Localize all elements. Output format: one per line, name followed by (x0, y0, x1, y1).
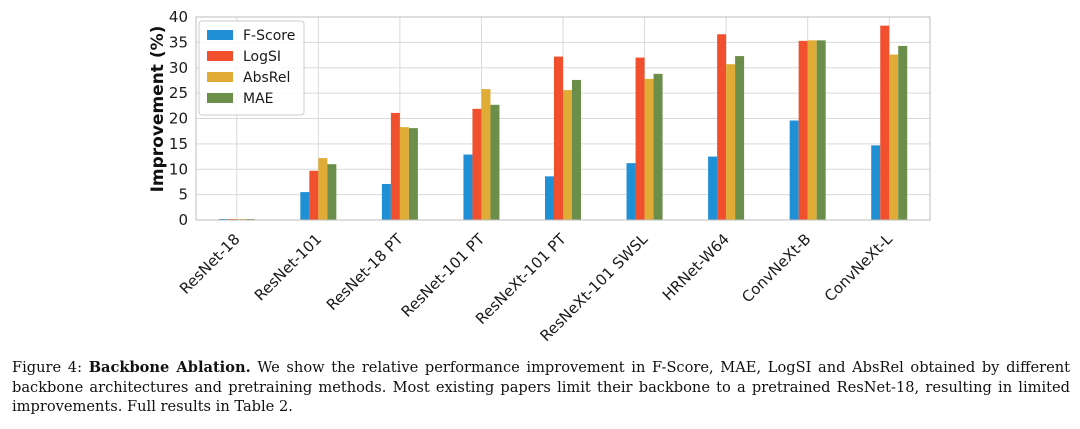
bar-absrel-1 (318, 158, 328, 220)
bar-f-score-0 (218, 218, 228, 220)
bar-mae-5 (653, 73, 663, 220)
bar-absrel-4 (563, 90, 572, 220)
bar-absrel-8 (889, 54, 899, 221)
legend-label-mae: MAE (243, 91, 274, 107)
bar-logsi-1 (309, 170, 319, 220)
x-tick-label: ResNet-18 (176, 230, 244, 298)
bar-mae-3 (490, 104, 500, 220)
bar-mae-0 (245, 218, 255, 220)
bar-mae-6 (735, 56, 745, 220)
y-tick-label: 35 (169, 33, 188, 51)
x-tick-label: ResNet-18 PT (323, 230, 407, 314)
caption-prefix: Figure 4: (12, 359, 89, 376)
bar-logsi-8 (880, 25, 890, 220)
bar-f-score-6 (708, 156, 718, 220)
caption-text: We show the relative performance improve… (12, 359, 1070, 415)
plot-frame (195, 16, 931, 221)
bar-logsi-5 (635, 57, 645, 220)
bar-f-score-4 (545, 176, 554, 220)
bar-logsi-3 (472, 108, 482, 220)
y-tick-label: 5 (178, 186, 188, 204)
figure-caption: Figure 4: Backbone Ablation. We show the… (12, 358, 1070, 417)
bar-absrel-3 (481, 89, 491, 220)
x-tick-label: HRNet-W64 (659, 230, 733, 304)
legend: F-Score LogSI AbsRel MAE (198, 20, 305, 116)
bar-f-score-8 (871, 145, 881, 220)
legend-label-absrel: AbsRel (243, 70, 290, 86)
caption-bold-title: Backbone Ablation. (88, 359, 251, 376)
bar-f-score-5 (626, 163, 636, 220)
bar-absrel-5 (644, 78, 654, 220)
y-tick-label: 25 (169, 84, 188, 102)
y-tick-labels: 0 5 10 15 20 25 30 35 40 (169, 8, 188, 229)
bar-absrel-2 (399, 127, 409, 220)
axes (195, 16, 931, 221)
bar-logsi-4 (554, 56, 563, 221)
legend-swatch-mae (207, 93, 233, 103)
x-tick-label: ConvNeXt-L (821, 230, 897, 306)
bar-f-score-2 (381, 183, 391, 220)
bar-logsi-6 (717, 34, 727, 220)
bar-absrel-0 (236, 218, 246, 220)
y-tick-label: 20 (169, 110, 188, 128)
bar-logsi-2 (390, 112, 400, 220)
x-tick-label: ResNet-101 PT (398, 230, 489, 321)
bar-logsi-7 (798, 40, 808, 220)
legend-label-logsi: LogSI (243, 49, 281, 65)
y-axis-label: Improvement (%) (148, 26, 168, 193)
legend-label-f-score: F-Score (243, 28, 295, 44)
bar-f-score-1 (300, 192, 310, 220)
bar-absrel-7 (807, 40, 817, 220)
bar-absrel-6 (726, 64, 736, 220)
bar-mae-4 (572, 79, 581, 221)
x-tick-label: ResNet-101 (251, 230, 325, 304)
y-tick-label: 15 (169, 135, 188, 153)
bar-mae-2 (408, 128, 418, 220)
bar-logsi-0 (227, 218, 237, 220)
bars-group (218, 25, 908, 221)
legend-swatch-f-score (207, 30, 233, 40)
legend-box (198, 20, 305, 116)
y-tick-label: 40 (169, 8, 188, 26)
bar-mae-1 (327, 164, 337, 220)
y-tick-label: 0 (178, 211, 188, 229)
y-tick-label: 30 (169, 59, 188, 77)
x-tick-label: ConvNeXt-B (738, 230, 814, 306)
legend-swatch-logsi (207, 51, 233, 61)
bar-mae-8 (898, 45, 908, 220)
bar-mae-7 (816, 40, 826, 220)
bar-f-score-7 (789, 120, 799, 220)
legend-swatch-absrel (207, 72, 233, 82)
bar-f-score-3 (463, 154, 473, 220)
y-tick-label: 10 (169, 160, 188, 178)
